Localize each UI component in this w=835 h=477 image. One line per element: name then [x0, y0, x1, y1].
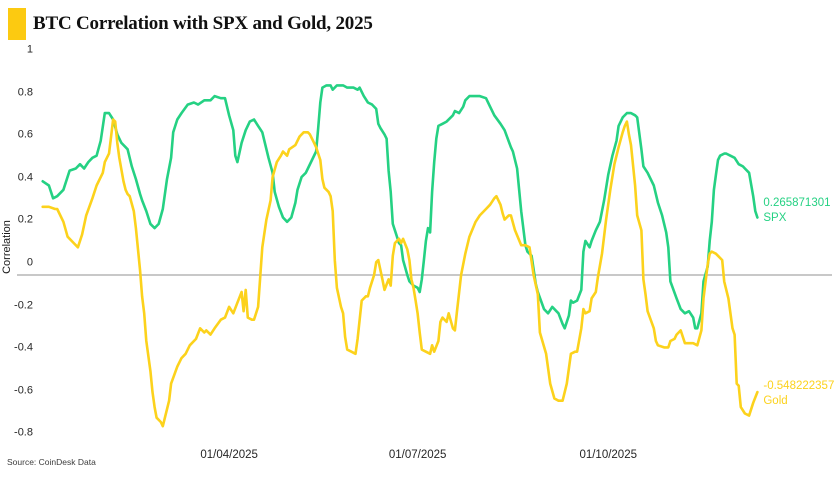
- y-tick-label: -0.6: [14, 384, 33, 397]
- y-tick-label: -0.8: [14, 426, 33, 439]
- gold-series-name: Gold: [763, 394, 788, 407]
- x-tick-label: 01/04/2025: [200, 449, 258, 461]
- y-tick-label: 0: [26, 256, 33, 269]
- spx-end-label: 0.265871301 SPX: [763, 196, 830, 225]
- gold-end-label: -0.548222357 Gold: [763, 379, 834, 408]
- spx-series-line: [41, 84, 759, 330]
- y-tick-label: 0.6: [17, 128, 33, 141]
- gold-series-line: [41, 118, 759, 428]
- gold-end-value: -0.548222357: [763, 380, 835, 393]
- x-tick-label: 01/10/2025: [579, 449, 637, 461]
- y-tick-label: -0.2: [14, 299, 33, 312]
- x-tick-label: 01/07/2025: [388, 449, 447, 461]
- spx-end-value: 0.265871301: [763, 197, 831, 210]
- y-tick-label: 0.4: [17, 171, 33, 184]
- title-accent-block: [8, 8, 26, 40]
- y-tick-label: 0.2: [17, 213, 33, 226]
- y-tick-label: -0.4: [14, 341, 33, 354]
- y-tick-label: 1: [26, 43, 33, 56]
- title-row: BTC Correlation with SPX and Gold, 2025: [8, 8, 373, 40]
- y-tick-label: 0.8: [17, 86, 33, 99]
- spx-series-name: SPX: [763, 211, 787, 224]
- source-note: Source: CoinDesk Data: [7, 457, 96, 467]
- page-title: BTC Correlation with SPX and Gold, 2025: [33, 13, 373, 34]
